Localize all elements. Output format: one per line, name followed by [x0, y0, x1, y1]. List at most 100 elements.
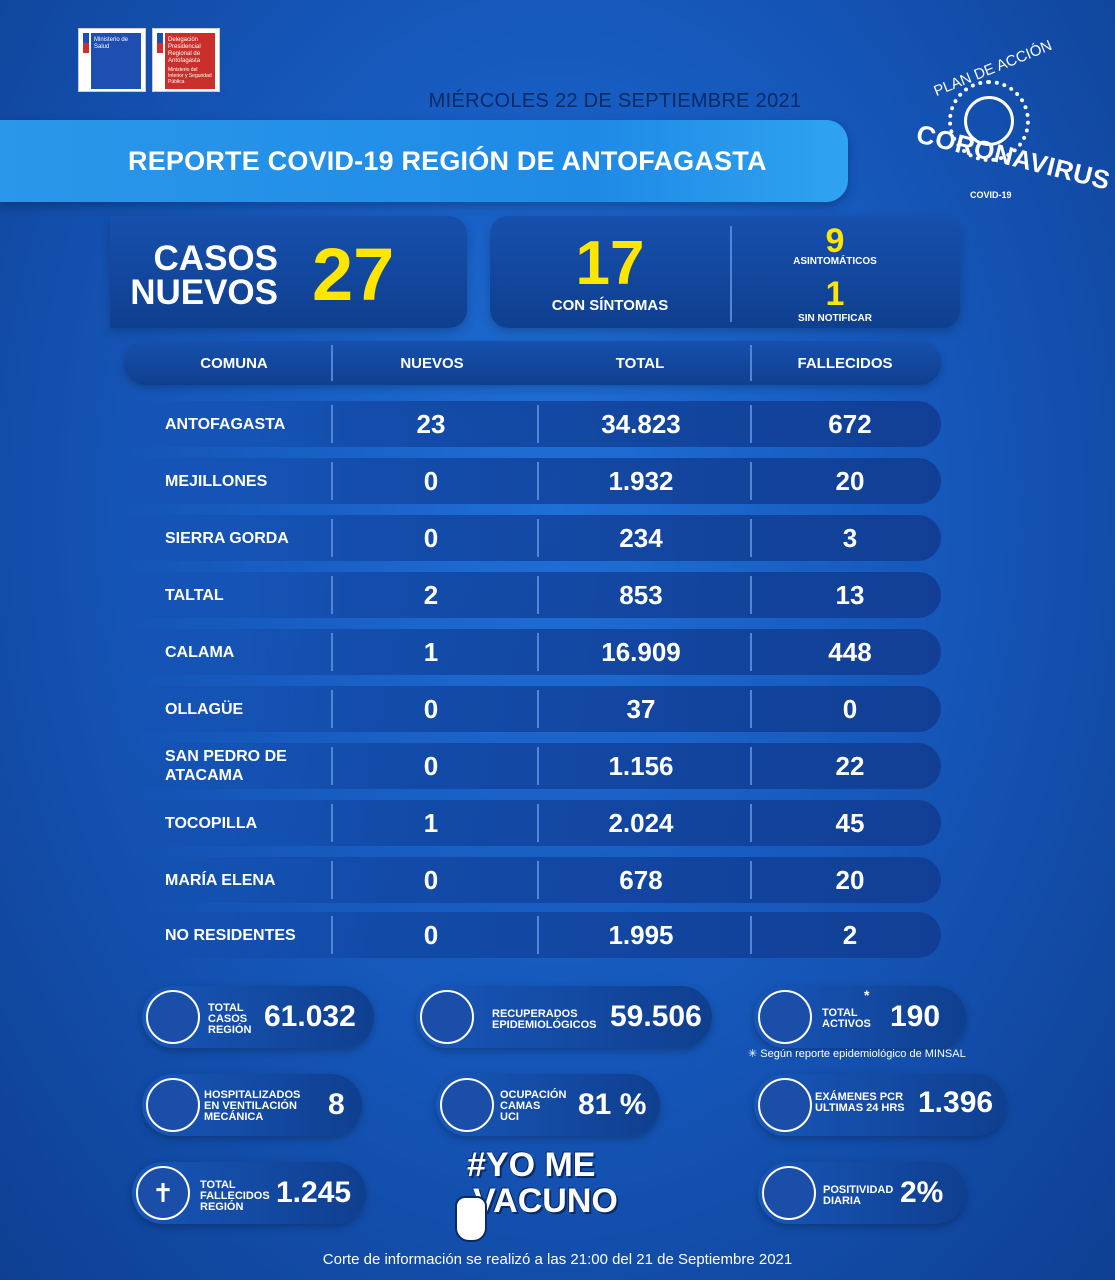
table-row: MARÍA ELENA 0 678 20	[124, 857, 941, 903]
yo-me-vacuno-logo: #YO ME VACUNO	[455, 1146, 618, 1246]
ocupacion-pill	[436, 1074, 660, 1136]
people-virus-icon	[146, 990, 200, 1044]
fallecidos-label: TOTAL FALLECIDOS REGIÓN	[200, 1179, 270, 1213]
cell-nuevos: 0	[423, 694, 439, 724]
cell-total: 2.024	[608, 808, 674, 838]
total-casos-value: 61.032	[264, 1000, 356, 1033]
cell-fallecidos: 448	[828, 637, 872, 667]
cell-comuna: SAN PEDRO DE ATACAMA	[165, 748, 287, 784]
cell-total: 678	[619, 865, 663, 895]
minsal-logo: Ministerio de Salud	[78, 28, 146, 92]
ocupacion-label: OCUPACIÓN CAMAS UCI	[500, 1089, 567, 1123]
cell-total: 853	[619, 580, 663, 610]
peace-hand-icon	[455, 1196, 487, 1242]
table-row: OLLAGÜE 0 37 0	[124, 686, 941, 732]
total-casos-pill	[142, 986, 374, 1048]
icu-bed-icon	[440, 1078, 494, 1132]
recovered-check-icon	[420, 990, 474, 1044]
cell-fallecidos: 13	[835, 580, 865, 610]
sin-notificar-label: SIN NOTIFICAR	[798, 313, 872, 324]
sick-person-icon	[758, 990, 812, 1044]
delegacion-logo: Delegación Presidencial Regional de Anto…	[152, 28, 220, 92]
cell-total: 37	[626, 694, 656, 724]
cell-fallecidos: 3	[842, 523, 858, 553]
coronavirus-badge: PLAN DE ACCIÓN CORONAVIRUS COVID-19	[908, 37, 1113, 210]
fallecidos-value: 1.245	[276, 1176, 352, 1209]
table-row: CALAMA 1 16.909 448	[124, 629, 941, 675]
table-header: COMUNA NUEVOS TOTAL FALLECIDOS	[124, 341, 941, 385]
activos-value: 190	[890, 1000, 941, 1033]
minsal-logo-text: Ministerio de Salud	[94, 37, 129, 50]
cell-nuevos: 2	[423, 580, 439, 610]
activos-pill	[754, 986, 966, 1048]
cell-total: 1.156	[608, 751, 674, 781]
cell-nuevos: 23	[416, 409, 446, 439]
virus-icon	[948, 80, 1030, 162]
hospital-bed-icon	[146, 1078, 200, 1132]
hospitalizados-value: 8	[328, 1088, 345, 1121]
cell-nuevos: 1	[423, 808, 439, 838]
ocupacion-value: 81 %	[578, 1088, 647, 1121]
report-date: MIÉRCOLES 22 DE SEPTIEMBRE 2021	[428, 90, 802, 112]
table-row: MEJILLONES 0 1.932 20	[124, 458, 941, 504]
cell-nuevos: 1	[423, 637, 439, 667]
panel-divider	[730, 226, 732, 322]
table-row: ANTOFAGASTA 23 34.823 672	[124, 401, 941, 447]
cross-icon: ✝	[136, 1166, 190, 1220]
header-total: TOTAL	[615, 355, 665, 372]
cell-fallecidos: 22	[835, 751, 865, 781]
total-casos-label: TOTAL CASOS REGIÓN	[208, 1002, 252, 1036]
cell-total: 1.995	[608, 920, 674, 950]
cell-total: 16.909	[601, 637, 681, 667]
con-sintomas-value: 17	[575, 229, 645, 298]
symptoms-panel	[490, 216, 960, 328]
badge-sub-text: COVID-19	[970, 190, 1012, 200]
cell-comuna: MEJILLONES	[165, 473, 268, 490]
cell-nuevos: 0	[423, 865, 439, 895]
examenes-pill	[754, 1074, 1006, 1136]
cell-nuevos: 0	[423, 466, 439, 496]
page-title: REPORTE COVID-19 REGIÓN DE ANTOFAGASTA	[128, 146, 767, 176]
cell-comuna: OLLAGÜE	[165, 701, 244, 718]
recuperados-label: RECUPERADOS EPIDEMIOLÓGICOS	[492, 1008, 597, 1031]
casos-nuevos-panel	[110, 216, 467, 328]
casos-nuevos-value: 27	[312, 233, 395, 316]
examenes-value: 1.396	[918, 1086, 994, 1119]
table-row: SAN PEDRO DE ATACAMA 0 1.156 22	[124, 743, 941, 789]
cell-total: 34.823	[601, 409, 681, 439]
fallecidos-pill: ✝	[132, 1162, 366, 1224]
table-row: SIERRA GORDA 0 234 3	[124, 515, 941, 561]
table-row: TALTAL 2 853 13	[124, 572, 941, 618]
positividad-label: POSITIVIDAD DIARIA	[823, 1184, 894, 1207]
cell-comuna: SIERRA GORDA	[165, 530, 289, 547]
recuperados-pill	[416, 986, 712, 1048]
activos-note: ✳ Según reporte epidemiológico de MINSAL	[748, 1048, 966, 1060]
cell-fallecidos: 45	[835, 808, 865, 838]
cell-fallecidos: 20	[835, 865, 865, 895]
examenes-label: EXÁMENES PCR ULTIMAS 24 HRS	[815, 1091, 905, 1114]
cell-total: 1.932	[608, 466, 674, 496]
table-row: NO RESIDENTES 0 1.995 2	[124, 912, 941, 958]
header-fallecidos: FALLECIDOS	[797, 355, 893, 372]
con-sintomas-label: CON SÍNTOMAS	[551, 297, 669, 314]
cell-comuna: TALTAL	[165, 587, 224, 604]
table-row: TOCOPILLA 1 2.024 45	[124, 800, 941, 846]
activos-label: TOTAL ACTIVOS	[822, 1007, 871, 1030]
cell-fallecidos: 2	[842, 920, 858, 950]
activos-asterisk: *	[864, 987, 870, 1003]
cell-fallecidos: 20	[835, 466, 865, 496]
cell-fallecidos: 672	[828, 409, 872, 439]
hospitalizados-label: HOSPITALIZADOS EN VENTILACIÓN MECÁNICA	[204, 1089, 301, 1123]
casos-nuevos-label: CASOS NUEVOS	[130, 239, 278, 312]
hospitalizados-pill	[142, 1074, 362, 1136]
delegacion-logo-subtext: Ministerio del Interior y Seguridad Públ…	[168, 67, 212, 85]
positividad-value: 2%	[900, 1176, 944, 1209]
test-tubes-icon	[758, 1078, 812, 1132]
cell-comuna: TOCOPILLA	[165, 815, 258, 832]
header-comuna: COMUNA	[200, 355, 268, 372]
cell-nuevos: 0	[423, 920, 439, 950]
sin-notificar-value: 1	[825, 275, 845, 313]
cell-fallecidos: 0	[842, 694, 858, 724]
cell-comuna: MARÍA ELENA	[165, 872, 276, 889]
title-bar: REPORTE COVID-19 REGIÓN DE ANTOFAGASTA	[0, 120, 848, 202]
